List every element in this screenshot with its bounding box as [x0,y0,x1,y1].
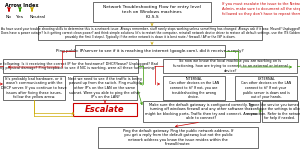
Text: So now we know the local machine you are working on is
functioning, how are tryi: So now we know the local machine you are… [172,59,287,73]
Text: Check the following: Is it receiving the correct IP for the hostname? DHCP/lease: Check the following: Is it receiving the… [0,62,158,70]
Text: Ignore the service you turned off and
configure the settings to allow the
connec: Ignore the service you turned off and co… [247,103,300,120]
Text: Arrow Index: Arrow Index [5,3,38,8]
FancyBboxPatch shape [38,26,262,40]
Text: Yes: Yes [16,15,23,19]
FancyBboxPatch shape [262,101,298,122]
Text: No: No [6,15,12,19]
Text: Escalate: Escalate [85,105,125,114]
FancyBboxPatch shape [163,76,225,100]
FancyBboxPatch shape [93,2,211,22]
Text: Next we need to see if the traffic is being
passed up from the switch. Ping mult: Next we need to see if the traffic is be… [68,77,142,99]
FancyBboxPatch shape [75,45,225,57]
FancyBboxPatch shape [3,59,138,73]
FancyBboxPatch shape [73,76,137,100]
Text: Neutral: Neutral [30,15,46,19]
FancyBboxPatch shape [73,103,137,116]
Text: It's probably bad hardware, or it
wasn't communicating with the
DHCP server. If : It's probably bad hardware, or it wasn't… [1,77,67,99]
Text: EXTERNAL
Can other devices on the LAN
connect to it? If not your
public server i: EXTERNAL Can other devices on the LAN co… [241,77,291,99]
FancyBboxPatch shape [163,59,297,73]
FancyBboxPatch shape [235,76,297,100]
FancyBboxPatch shape [98,127,258,148]
FancyBboxPatch shape [143,101,260,122]
Text: Ping public IP/server to see if it is reaching the internet (google.com), did it: Ping public IP/server to see if it is re… [56,49,244,53]
Text: Network Troubleshooting Flow for entry level
tech on Windows machines
K.I.S.S: Network Troubleshooting Flow for entry l… [103,5,201,19]
Text: Ping the default gateway. Ping the public network address. If
you get a reply fr: Ping the default gateway. Ping the publi… [123,129,233,146]
Text: INTERNAL
Can other devices on the LAN
connect to it? If not, you are
troubleshoo: INTERNAL Can other devices on the LAN co… [169,77,219,99]
Text: If you must escalate the issue to the Network
Admin, make sure to document all t: If you must escalate the issue to the Ne… [222,2,300,16]
Text: You have used your trouble shooting skills to determine this is a network issue.: You have used your trouble shooting skil… [0,27,300,39]
FancyBboxPatch shape [3,76,65,100]
Text: Make sure the default gateway is configured correctly. Try
turning off windows f: Make sure the default gateway is configu… [146,103,258,120]
